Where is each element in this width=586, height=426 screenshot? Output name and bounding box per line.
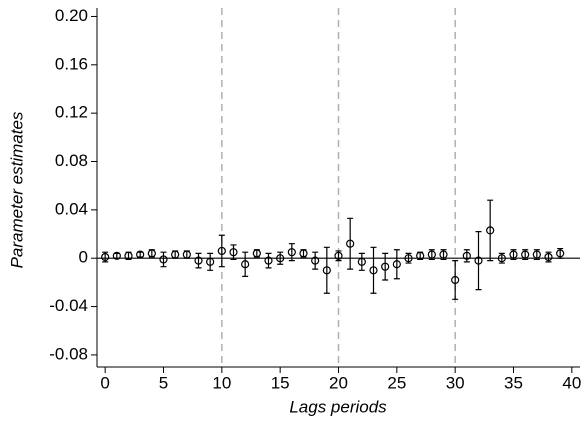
error-bar — [242, 251, 249, 277]
point — [346, 239, 355, 248]
error-bar — [160, 251, 167, 268]
point — [369, 266, 378, 275]
point — [241, 260, 250, 269]
point — [171, 250, 180, 259]
point — [509, 250, 518, 259]
error-bar — [370, 246, 377, 294]
error-bar — [288, 243, 295, 262]
y-tick-label: 0.04 — [55, 199, 88, 218]
point — [404, 254, 413, 263]
y-tick-label: 0 — [79, 248, 88, 267]
point — [252, 249, 261, 258]
point — [136, 250, 145, 259]
point — [194, 256, 203, 265]
error-bar — [463, 249, 470, 263]
error-bar — [452, 260, 459, 300]
error-bar — [195, 252, 202, 269]
point — [182, 250, 191, 259]
x-tick-label: 0 — [100, 373, 109, 392]
error-bar — [265, 252, 272, 269]
error-bar — [393, 249, 400, 280]
x-tick-label: 35 — [504, 373, 523, 392]
error-bar — [312, 251, 319, 270]
point — [427, 250, 436, 259]
point — [311, 256, 320, 265]
error-bar — [218, 234, 225, 268]
error-bar — [323, 246, 330, 294]
point — [299, 249, 308, 258]
y-tick-label: 0.20 — [55, 6, 88, 25]
point — [264, 256, 273, 265]
error-bar — [113, 252, 120, 259]
point — [521, 250, 530, 259]
point — [357, 257, 366, 266]
point — [497, 254, 506, 263]
x-axis-label: Lags periods — [289, 397, 387, 416]
point — [474, 256, 483, 265]
point — [392, 260, 401, 269]
x-tick-label: 5 — [159, 373, 168, 392]
point — [112, 251, 121, 260]
point — [159, 255, 168, 264]
point — [334, 251, 343, 260]
x-tick-label: 15 — [271, 373, 290, 392]
point — [147, 249, 156, 258]
x-tick-label: 20 — [329, 373, 348, 392]
point — [462, 251, 471, 260]
point — [486, 226, 495, 235]
error-bar — [230, 244, 237, 261]
point — [276, 254, 285, 263]
point — [101, 252, 110, 262]
point — [439, 250, 448, 259]
point — [217, 246, 226, 256]
point — [381, 262, 390, 271]
x-tick-label: 40 — [562, 373, 581, 392]
error-bar — [487, 199, 494, 262]
point — [416, 251, 425, 260]
x-tick-label: 25 — [387, 373, 406, 392]
point — [229, 248, 238, 257]
y-tick-label: -0.08 — [49, 344, 88, 363]
y-tick-label: 0.08 — [55, 151, 88, 170]
point — [287, 248, 296, 257]
point — [556, 249, 565, 258]
point — [206, 257, 215, 266]
error-bar — [358, 252, 365, 271]
error-bar — [475, 231, 482, 291]
y-tick-label: 0.12 — [55, 103, 88, 122]
error-bar — [347, 217, 354, 270]
point — [322, 266, 331, 275]
x-tick-label: 10 — [212, 373, 231, 392]
point — [451, 275, 460, 285]
point — [544, 252, 553, 262]
y-tick-label: 0.16 — [55, 54, 88, 73]
error-bar — [137, 251, 144, 258]
point — [124, 251, 133, 260]
point — [532, 250, 541, 259]
x-tick-label: 30 — [446, 373, 465, 392]
y-tick-label: -0.04 — [49, 296, 88, 315]
error-bar — [207, 252, 214, 271]
y-axis-label: Parameter estimates — [7, 111, 26, 268]
error-bar — [382, 252, 389, 281]
